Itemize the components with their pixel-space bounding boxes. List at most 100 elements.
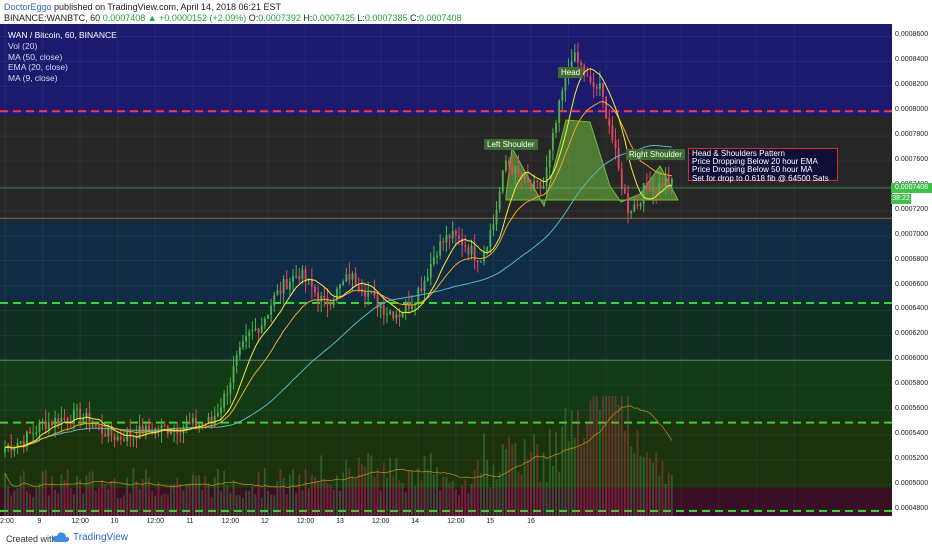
legend-vol[interactable]: Vol (20) — [8, 40, 38, 51]
volume-bar — [72, 494, 75, 516]
volume-bar — [467, 492, 470, 516]
volume-bar — [110, 480, 113, 516]
volume-bar — [530, 452, 532, 516]
volume-bar — [97, 487, 100, 516]
volume-bar — [580, 445, 583, 516]
price-chart[interactable] — [0, 24, 892, 516]
author-link[interactable]: DoctorEggo — [4, 2, 52, 12]
candle-body — [429, 264, 432, 278]
candle-body — [530, 182, 532, 190]
volume-bar — [135, 480, 138, 516]
candle-body — [292, 276, 294, 282]
candle-body — [248, 331, 251, 337]
candle-body — [620, 168, 623, 189]
candle-body — [94, 425, 97, 427]
volume-bar — [16, 488, 19, 516]
candle-body — [72, 409, 75, 424]
volume-bar — [138, 488, 141, 516]
volume-bar — [276, 481, 279, 516]
candle-body — [63, 417, 66, 419]
candle-body — [398, 314, 401, 318]
volume-bar — [7, 485, 10, 516]
candle-body — [304, 269, 307, 282]
volume-bar — [486, 459, 489, 516]
candle-body — [101, 426, 103, 434]
legend-ema20[interactable]: EMA (20, close) — [8, 62, 68, 73]
volume-bar — [79, 479, 82, 516]
volume-bar — [451, 481, 454, 516]
volume-bar — [132, 468, 135, 516]
volume-bar — [389, 457, 392, 516]
time-tick-label: 10 — [110, 518, 119, 525]
time-tick-label: 16 — [527, 518, 535, 525]
volume-bar — [476, 460, 479, 516]
candle-body — [113, 435, 116, 441]
legend-ma9[interactable]: MA (9, close) — [8, 73, 58, 84]
volume-bar — [370, 455, 373, 516]
time-tick-label: 12:00 — [71, 518, 89, 525]
candle-body — [307, 278, 310, 282]
candle-body — [326, 298, 329, 305]
volume-bar — [191, 474, 194, 516]
volume-bar — [123, 495, 125, 516]
candle-body — [85, 412, 88, 419]
candle-body — [285, 279, 288, 290]
volume-bar — [373, 477, 376, 516]
volume-bar — [492, 464, 495, 516]
volume-bar — [323, 479, 326, 516]
volume-bar — [439, 489, 442, 516]
volume-bar — [10, 495, 13, 516]
candle-body — [451, 230, 454, 239]
candle-body — [185, 423, 188, 428]
volume-bar — [595, 396, 598, 516]
callout-line: Price Dropping Below 20 hour EMA — [692, 157, 818, 167]
time-tick-label: 9 — [37, 518, 42, 525]
candle-body — [345, 274, 348, 282]
candle-body — [354, 273, 357, 286]
volume-bar — [432, 474, 435, 516]
symbol-interval: BINANCE:WANBTC, 60 — [4, 13, 101, 23]
candle-body — [614, 139, 617, 148]
candle-body — [489, 230, 492, 248]
price-tick-label: 0.0006200 — [895, 330, 929, 338]
volume-bar — [608, 396, 611, 516]
volume-bar — [151, 490, 154, 516]
volume-bar — [407, 470, 410, 516]
candle-body — [288, 281, 291, 290]
candle-body — [498, 191, 501, 210]
volume-bar — [160, 495, 163, 516]
candle-body — [642, 183, 645, 204]
volume-bar — [179, 484, 182, 516]
candle-body — [238, 347, 241, 355]
volume-bar — [445, 477, 448, 516]
price-scale[interactable]: 0.0008600 0.0008400 0.0008200 0.0008000 0.00… — [892, 24, 932, 516]
candle-body — [511, 165, 514, 175]
candle-body — [273, 295, 276, 306]
candle-body — [179, 433, 182, 435]
candle-body — [526, 176, 529, 183]
time-scale[interactable]: 12:00 9 12:00 10 12:00 11 12:00 12 12:00 13 12:00 1… — [0, 516, 892, 528]
candle-body — [411, 305, 413, 310]
volume-bar — [479, 473, 482, 516]
candle-body — [66, 418, 69, 423]
volume-bar — [292, 468, 294, 516]
volume-bar — [567, 441, 570, 516]
volume-bar — [154, 496, 157, 516]
candle-body — [633, 204, 636, 212]
tradingview-brand[interactable]: TradingView — [52, 531, 128, 543]
candle-body — [129, 430, 132, 437]
cloud-logo-icon — [52, 532, 70, 542]
volume-bar — [38, 483, 41, 516]
candle-body — [279, 290, 282, 294]
time-tick-label: 12:00 — [0, 518, 14, 525]
callout-line: Price Dropping Below 50 hour MA — [692, 165, 813, 175]
volume-bar — [254, 493, 257, 516]
zone-top — [0, 24, 892, 116]
volume-bar — [611, 396, 614, 516]
volume-ma-line — [4, 405, 673, 488]
volume-bar — [548, 428, 551, 516]
legend-ma50[interactable]: MA (50, close) — [8, 51, 63, 62]
volume-bar — [69, 487, 72, 516]
candle-body — [245, 336, 248, 342]
volume-bar — [564, 408, 567, 516]
